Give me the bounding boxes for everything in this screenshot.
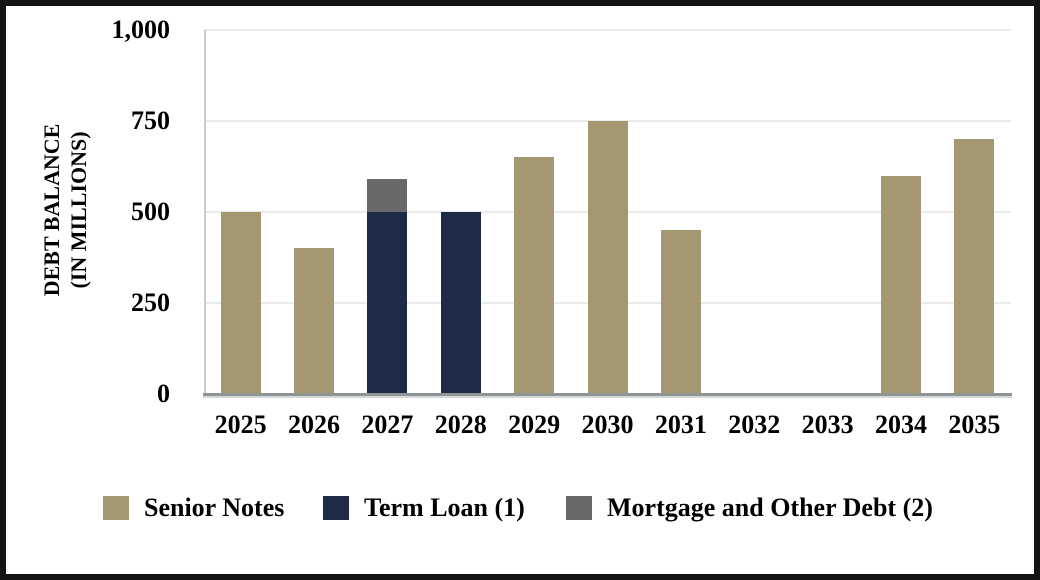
x-label-2030: 2030 — [581, 410, 634, 439]
bar-2027-mortgage-and-other-debt-2 — [367, 179, 408, 212]
x-label-2029: 2029 — [508, 410, 561, 439]
x-label-2032: 2032 — [728, 410, 781, 439]
y-tick-250: 250 — [131, 288, 170, 317]
legend-label-term-loan-1: Term Loan (1) — [364, 493, 525, 522]
x-label-2031: 2031 — [654, 410, 707, 439]
legend-item-mortgage-and-other-debt-2: Mortgage and Other Debt (2) — [566, 493, 933, 523]
legend-label-mortgage-and-other-debt-2: Mortgage and Other Debt (2) — [607, 493, 933, 522]
x-label-2035: 2035 — [948, 410, 1001, 439]
x-axis-line-shadow — [203, 396, 1012, 398]
bar-2035-senior-notes — [954, 139, 995, 394]
bar-2025-senior-notes — [220, 212, 261, 394]
x-axis-line — [203, 393, 1012, 396]
legend-swatch-term-loan-1 — [323, 496, 349, 520]
x-label-2028: 2028 — [434, 410, 487, 439]
bar-2031-senior-notes — [660, 230, 701, 394]
bar-2029-senior-notes — [514, 157, 555, 394]
bar-2026-senior-notes — [294, 248, 335, 394]
x-label-2034: 2034 — [874, 410, 927, 439]
legend-item-term-loan-1: Term Loan (1) — [323, 493, 525, 523]
y-tick-1000: 1,000 — [111, 15, 171, 44]
bar-2028-term-loan-1 — [440, 212, 481, 394]
x-label-2026: 2026 — [288, 410, 341, 439]
bar-2027-term-loan-1 — [367, 212, 408, 394]
y-axis-line — [204, 30, 206, 395]
legend-swatch-mortgage-and-other-debt-2 — [566, 496, 592, 520]
x-label-2025: 2025 — [214, 410, 267, 439]
legend-swatch-senior-notes — [103, 496, 129, 520]
gridline-1000 — [204, 29, 1011, 31]
y-tick-0: 0 — [157, 379, 170, 408]
legend-label-senior-notes: Senior Notes — [144, 493, 285, 522]
y-tick-500: 500 — [131, 197, 170, 226]
y-tick-750: 750 — [131, 106, 170, 135]
bar-2034-senior-notes — [880, 175, 921, 394]
bar-2030-senior-notes — [587, 121, 628, 394]
x-label-2033: 2033 — [801, 410, 854, 439]
legend-item-senior-notes: Senior Notes — [103, 493, 284, 523]
x-label-2027: 2027 — [361, 410, 414, 439]
